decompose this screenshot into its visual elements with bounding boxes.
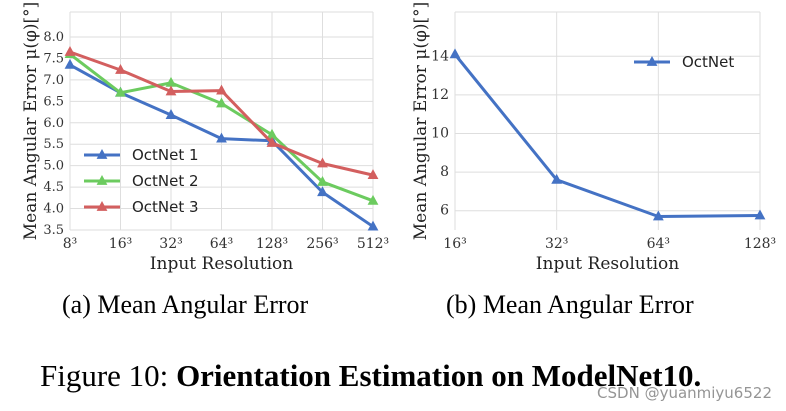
data-point-marker <box>216 97 227 108</box>
y-tick-label: 10 <box>431 126 449 142</box>
y-tick-label: 8 <box>440 164 449 180</box>
y-tick-label: 8.0 <box>43 30 64 45</box>
legend-label: OctNet 1 <box>132 146 199 164</box>
y-tick-label: 4.5 <box>43 180 64 195</box>
figure-caption-title: Orientation Estimation on ModelNet10. <box>176 358 702 393</box>
caption-b: (b) Mean Angular Error <box>446 290 694 319</box>
y-tick-label: 6.5 <box>43 94 64 109</box>
data-point-marker <box>165 76 177 87</box>
x-axis-label: Input Resolution <box>536 254 679 274</box>
data-point-marker <box>64 46 76 56</box>
data-point-marker <box>367 220 379 231</box>
legend-label: OctNet 2 <box>132 172 199 190</box>
y-tick-label: 6.0 <box>43 116 64 131</box>
x-tick-label: 16³ <box>443 236 466 252</box>
legend-label: OctNet <box>682 53 734 71</box>
y-tick-label: 3.5 <box>43 223 64 238</box>
x-tick-label: 32³ <box>545 236 568 252</box>
gridlines <box>454 12 761 230</box>
y-tick-label: 12 <box>431 87 449 103</box>
watermark: CSDN @yuanmiyu6522 <box>597 384 772 402</box>
y-tick-label: 14 <box>431 48 449 64</box>
data-point-marker <box>367 169 379 180</box>
data-point-marker <box>449 48 461 59</box>
series-octnet <box>449 48 766 221</box>
x-tick-label: 64³ <box>210 236 233 252</box>
charts-svg: 3.5 4.0 4.5 5.0 5.5 6.0 6.5 7.0 7.5 8.0 8³ 16³ 32³ 64… <box>21 2 776 274</box>
x-tick-label: 128³ <box>256 236 288 252</box>
legend-marker <box>96 201 108 211</box>
data-point-marker <box>652 210 664 221</box>
legend-marker <box>646 56 658 66</box>
y-axis-label: Mean Angular Error μ(φ)[°] <box>21 2 41 241</box>
data-point-marker <box>216 84 227 95</box>
chart-b: 6 8 10 12 14 16³ 32³ 64³ 128³ Input Resolution Mea… <box>411 2 776 274</box>
figure-caption: Figure 10: Orientation Estimation on Mod… <box>40 358 701 394</box>
chart-a: 3.5 4.0 4.5 5.0 5.5 6.0 6.5 7.0 7.5 8.0 8³ 16³ 32³ 64… <box>21 2 389 274</box>
legend-marker <box>96 175 108 185</box>
data-point-marker <box>165 85 177 96</box>
data-point-marker <box>754 209 766 220</box>
x-tick-label: 128³ <box>744 236 776 252</box>
y-tick-label: 7.5 <box>43 51 64 66</box>
x-tick-label: 256³ <box>306 236 338 252</box>
data-point-marker <box>216 132 227 143</box>
data-point-marker <box>115 64 126 74</box>
data-point-marker <box>317 175 328 186</box>
data-point-marker <box>115 86 126 97</box>
x-tick-label: 32³ <box>159 236 182 252</box>
data-point-marker <box>367 194 379 205</box>
caption-a: (a) Mean Angular Error <box>62 290 309 319</box>
y-tick-label: 4.0 <box>43 202 64 217</box>
data-point-marker <box>266 136 278 147</box>
data-point-marker <box>551 173 563 184</box>
y-tick-label: 5.0 <box>43 159 64 174</box>
series-octnet-2 <box>64 48 379 205</box>
x-tick-label: 16³ <box>109 236 132 252</box>
y-axis-label: Mean Angular Error μ(φ)[°] <box>411 2 431 241</box>
data-point-marker <box>64 58 76 69</box>
x-tick-label: 512³ <box>357 236 389 252</box>
x-axis-label: Input Resolution <box>150 254 293 274</box>
data-point-marker <box>165 109 177 119</box>
legend-marker <box>96 149 108 159</box>
y-tick-label: 6 <box>440 203 449 219</box>
data-point-marker <box>317 186 328 197</box>
legend-label: OctNet 3 <box>132 198 199 216</box>
figure-caption-prefix: Figure 10: <box>40 358 177 393</box>
legend: OctNet <box>634 53 734 71</box>
legend: OctNet 1 OctNet 2 OctNet 3 <box>84 146 199 216</box>
x-tick-label: 8³ <box>63 236 78 252</box>
series-octnet-3 <box>64 46 379 180</box>
x-tick-label: 64³ <box>647 236 670 252</box>
y-tick-label: 7.0 <box>43 73 64 88</box>
data-point-marker <box>317 157 328 168</box>
series-line <box>453 52 762 218</box>
data-point-marker <box>266 128 278 139</box>
y-tick-label: 5.5 <box>43 137 64 152</box>
